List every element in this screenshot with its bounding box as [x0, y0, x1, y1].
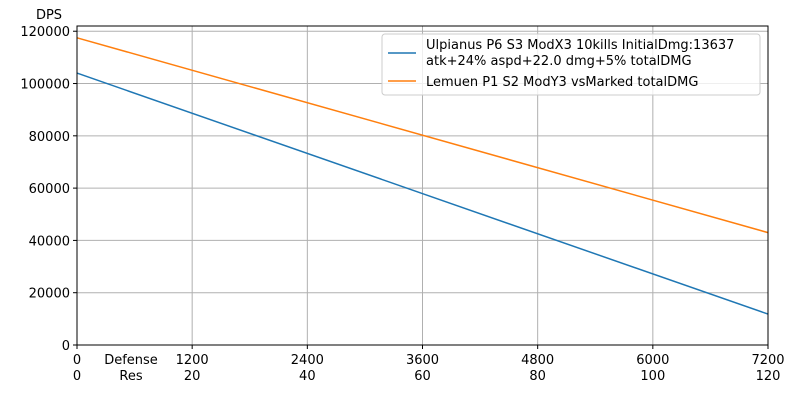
y-tick-label: 0	[62, 339, 70, 354]
y-tick-label: 80000	[29, 130, 70, 145]
x-tick-label-defense: 7200	[751, 353, 784, 368]
x-tick-label-res: 0	[73, 369, 81, 384]
x-tick-label-defense: 2400	[291, 353, 324, 368]
axis-ticks: 0012002024004036006048008060001007200120…	[20, 25, 784, 384]
x-tick-label-defense: 4800	[521, 353, 554, 368]
x-tick-label-res: 80	[529, 369, 546, 384]
x-tick-label-defense: 0	[73, 353, 81, 368]
x-axis-label-line-2: Res	[119, 369, 142, 384]
y-tick-label: 120000	[20, 25, 70, 40]
x-tick-label-res: 20	[184, 369, 201, 384]
x-axis-label-line-1: Defense	[104, 353, 158, 368]
y-tick-label: 20000	[29, 287, 70, 302]
x-tick-label-defense: 1200	[176, 353, 209, 368]
y-axis-label: DPS	[36, 8, 62, 23]
x-tick-label-res: 100	[640, 369, 665, 384]
y-tick-label: 40000	[29, 234, 70, 249]
series-line-ulpianus	[76, 72, 769, 315]
x-tick-label-defense: 3600	[406, 353, 439, 368]
x-tick-label-res: 40	[299, 369, 316, 384]
legend-box	[381, 33, 761, 96]
legend-label-ulpianus-line-1: Ulpianus P6 S3 ModX3 10kills InitialDmg:…	[426, 38, 734, 53]
series-line-lemuen	[76, 37, 769, 234]
legend-label-lemuen: Lemuen P1 S2 ModY3 vsMarked totalDMG	[426, 75, 698, 90]
x-tick-label-res: 60	[414, 369, 431, 384]
legend: Ulpianus P6 S3 ModX3 10kills InitialDmg:…	[381, 33, 761, 96]
x-tick-label-res: 120	[756, 369, 781, 384]
legend-label-ulpianus-line-2: atk+24% aspd+22.0 dmg+5% totalDMG	[426, 54, 692, 69]
x-tick-label-defense: 6000	[636, 353, 669, 368]
series-lines	[76, 37, 769, 315]
y-tick-label: 60000	[29, 182, 70, 197]
y-tick-label: 100000	[20, 78, 70, 93]
